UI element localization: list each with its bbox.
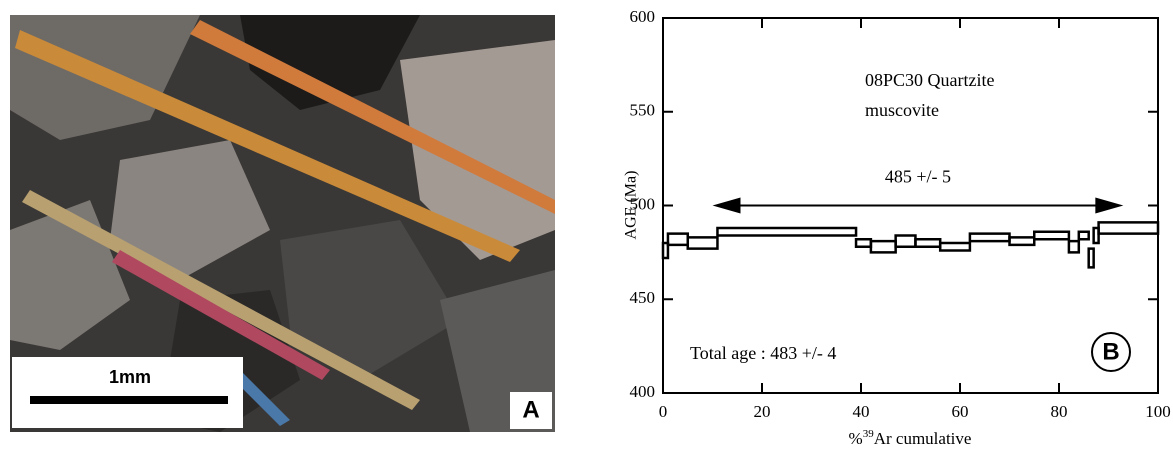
arrow-head xyxy=(712,197,741,214)
age-step xyxy=(716,226,858,237)
y-axis-label: AGE (Ma) xyxy=(623,171,640,240)
x-label-text: Ar cumulative xyxy=(874,429,972,448)
grain xyxy=(440,270,555,432)
x-tick-label: 0 xyxy=(659,402,668,421)
label-box xyxy=(510,392,552,429)
grain xyxy=(400,40,555,260)
x-tick-label: 40 xyxy=(853,402,870,421)
age-step xyxy=(1087,247,1095,269)
mica-streak xyxy=(112,250,330,380)
x-label-prefix: % xyxy=(849,429,863,448)
x-axis-label: %39Ar cumulative xyxy=(849,428,972,448)
age-step xyxy=(1097,221,1160,235)
age-step xyxy=(968,232,1011,243)
panel-label: B xyxy=(1102,338,1119,365)
y-tick-label: 500 xyxy=(630,194,656,213)
age-step xyxy=(869,239,897,254)
plateau-label: 485 +/- 5 xyxy=(885,167,951,187)
x-tick-label: 20 xyxy=(754,402,771,421)
grain xyxy=(110,140,270,280)
age-step xyxy=(894,234,917,248)
scale-label: 1mm xyxy=(109,367,151,387)
age-step xyxy=(938,241,972,252)
y-tick-label: 550 xyxy=(630,101,656,120)
label-circle xyxy=(1091,332,1131,372)
x-tick-label: 100 xyxy=(1145,402,1171,421)
y-tick-label: 400 xyxy=(630,382,656,401)
mica-streak xyxy=(22,190,420,410)
age-step xyxy=(686,236,719,250)
x-tick-label: 60 xyxy=(952,402,969,421)
arrow-head xyxy=(1095,197,1124,214)
y-tick-label: 600 xyxy=(630,7,656,26)
mica-streak xyxy=(15,30,520,262)
sample-label: 08PC30 Quartzite xyxy=(865,70,994,90)
scale-box xyxy=(12,357,243,428)
age-step xyxy=(1067,239,1081,254)
x-tick-label: 80 xyxy=(1051,402,1068,421)
grain xyxy=(240,15,420,110)
micrograph: 1mm A xyxy=(10,15,555,432)
grain xyxy=(280,220,460,380)
y-tick-label: 450 xyxy=(630,288,656,307)
total-age: Total age : 483 +/- 4 xyxy=(690,343,836,363)
age-step xyxy=(1077,230,1090,241)
age-step xyxy=(1008,236,1036,247)
scale-bar xyxy=(30,396,228,404)
age-step xyxy=(661,241,670,260)
panel-label: A xyxy=(522,396,539,423)
age-step xyxy=(854,238,873,248)
mineral-label: muscovite xyxy=(865,100,939,120)
age-step xyxy=(1092,226,1100,245)
age-step xyxy=(914,238,942,248)
x-label-sup: 39 xyxy=(863,428,875,440)
age-step xyxy=(666,232,690,247)
mica-streak xyxy=(190,20,555,214)
age-step xyxy=(1033,230,1071,241)
